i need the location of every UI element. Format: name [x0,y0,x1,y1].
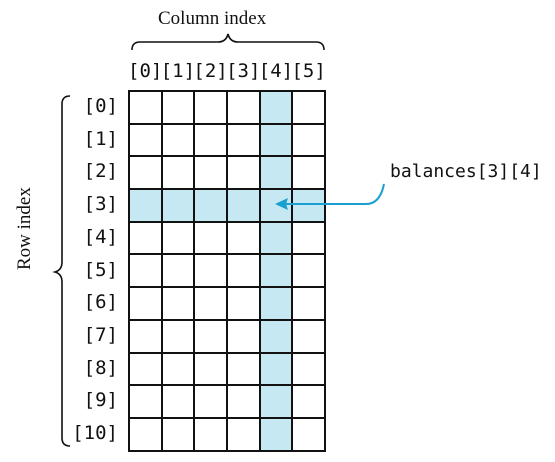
row-label: [3] [83,193,118,216]
grid-cell [260,386,294,419]
grid-cell [195,222,229,256]
grid-cell [162,190,196,223]
grid-cell [293,288,327,321]
grid-cell [260,288,294,321]
row-label: [4] [83,225,118,248]
column-brace [131,33,325,51]
grid-cell [195,320,229,354]
grid-cell [260,320,294,354]
grid-cell [293,124,327,158]
grid-cell [162,418,196,452]
grid-cell [162,222,196,256]
grid-cell [195,255,229,289]
grid-cell [293,320,327,354]
column-label: [1] [160,60,196,82]
grid-cell [130,386,163,419]
grid-cell [130,353,163,387]
column-label: [0] [128,60,163,82]
column-label: [2] [193,60,228,82]
grid-cell [162,353,196,387]
grid-cell [228,222,261,256]
grid-cell [162,92,196,125]
grid-cell [130,190,163,223]
grid-cell [130,320,163,354]
row-brace [52,95,71,447]
grid-cell [293,222,327,256]
grid-cell [162,320,196,354]
grid-cell [162,288,196,321]
grid-cell [195,353,229,387]
grid-cell [130,288,163,321]
grid-cell [228,92,261,125]
grid-cell [195,124,229,158]
column-labels: [0] [1] [2] [3] [4] [5] [128,60,326,82]
grid-cell [130,92,163,125]
callout-arrow-line [285,183,385,205]
grid-cell [293,353,327,387]
row-label: [5] [83,258,118,281]
grid-cell [228,353,261,387]
column-label: [5] [291,60,326,82]
grid-cell [293,418,327,452]
grid-cell [293,386,327,419]
grid-cell [162,386,196,419]
callout-arrowhead [275,198,288,210]
row-label: [0] [83,95,118,117]
grid-cell [195,386,229,419]
grid-cell [195,288,229,321]
grid-cell [260,353,294,387]
grid-cell [130,255,163,289]
array-grid [128,90,327,452]
grid-cell [228,386,261,419]
grid-cell [293,92,327,125]
grid-cell [228,320,261,354]
target-cell [260,190,294,223]
grid-cell [130,418,163,452]
grid-cell [228,190,261,223]
grid-cell [228,255,261,289]
row-label: [6] [83,291,118,314]
grid-cell [162,124,196,158]
row-label: [10] [72,422,118,444]
grid-cell [293,157,327,191]
grid-cell [293,190,327,223]
row-label: [8] [83,356,118,379]
grid-cell [162,157,196,191]
grid-cell [195,190,229,223]
grid-cell [162,255,196,289]
grid-cell [260,222,294,256]
grid-cell [260,92,294,125]
column-label: [4] [258,60,294,82]
row-label: [9] [83,389,118,412]
grid-cell [293,255,327,289]
grid-cell [130,157,163,191]
grid-cell [228,288,261,321]
grid-cell [260,157,294,191]
grid-cell [130,124,163,158]
grid-cell [228,418,261,452]
column-label: [3] [226,60,261,82]
grid-cell [260,124,294,158]
row-label: [2] [83,160,118,183]
grid-cell [195,157,229,191]
callout-label: balances[3][4] [390,161,542,182]
grid-cell [260,418,294,452]
grid-cell [195,92,229,125]
column-axis-title: Column index [158,8,267,29]
grid-cell [228,157,261,191]
grid-cell [228,124,261,158]
grid-cell [195,418,229,452]
row-label: [7] [83,323,118,346]
grid-cell [130,222,163,256]
grid-cell [260,255,294,289]
row-label: [1] [83,127,118,150]
